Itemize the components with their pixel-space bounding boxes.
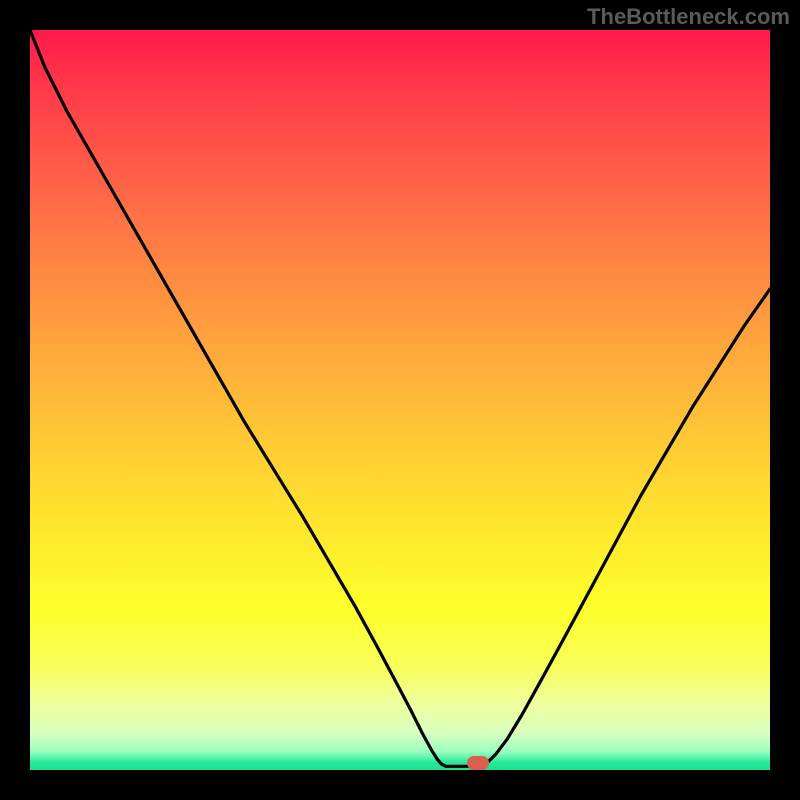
chart-container: { "watermark": { "text": "TheBottleneck.…: [0, 0, 800, 800]
plot-area: [30, 30, 770, 770]
current-config-marker: [467, 756, 489, 770]
watermark-text: TheBottleneck.com: [587, 4, 790, 30]
bottleneck-curve: [30, 30, 770, 770]
